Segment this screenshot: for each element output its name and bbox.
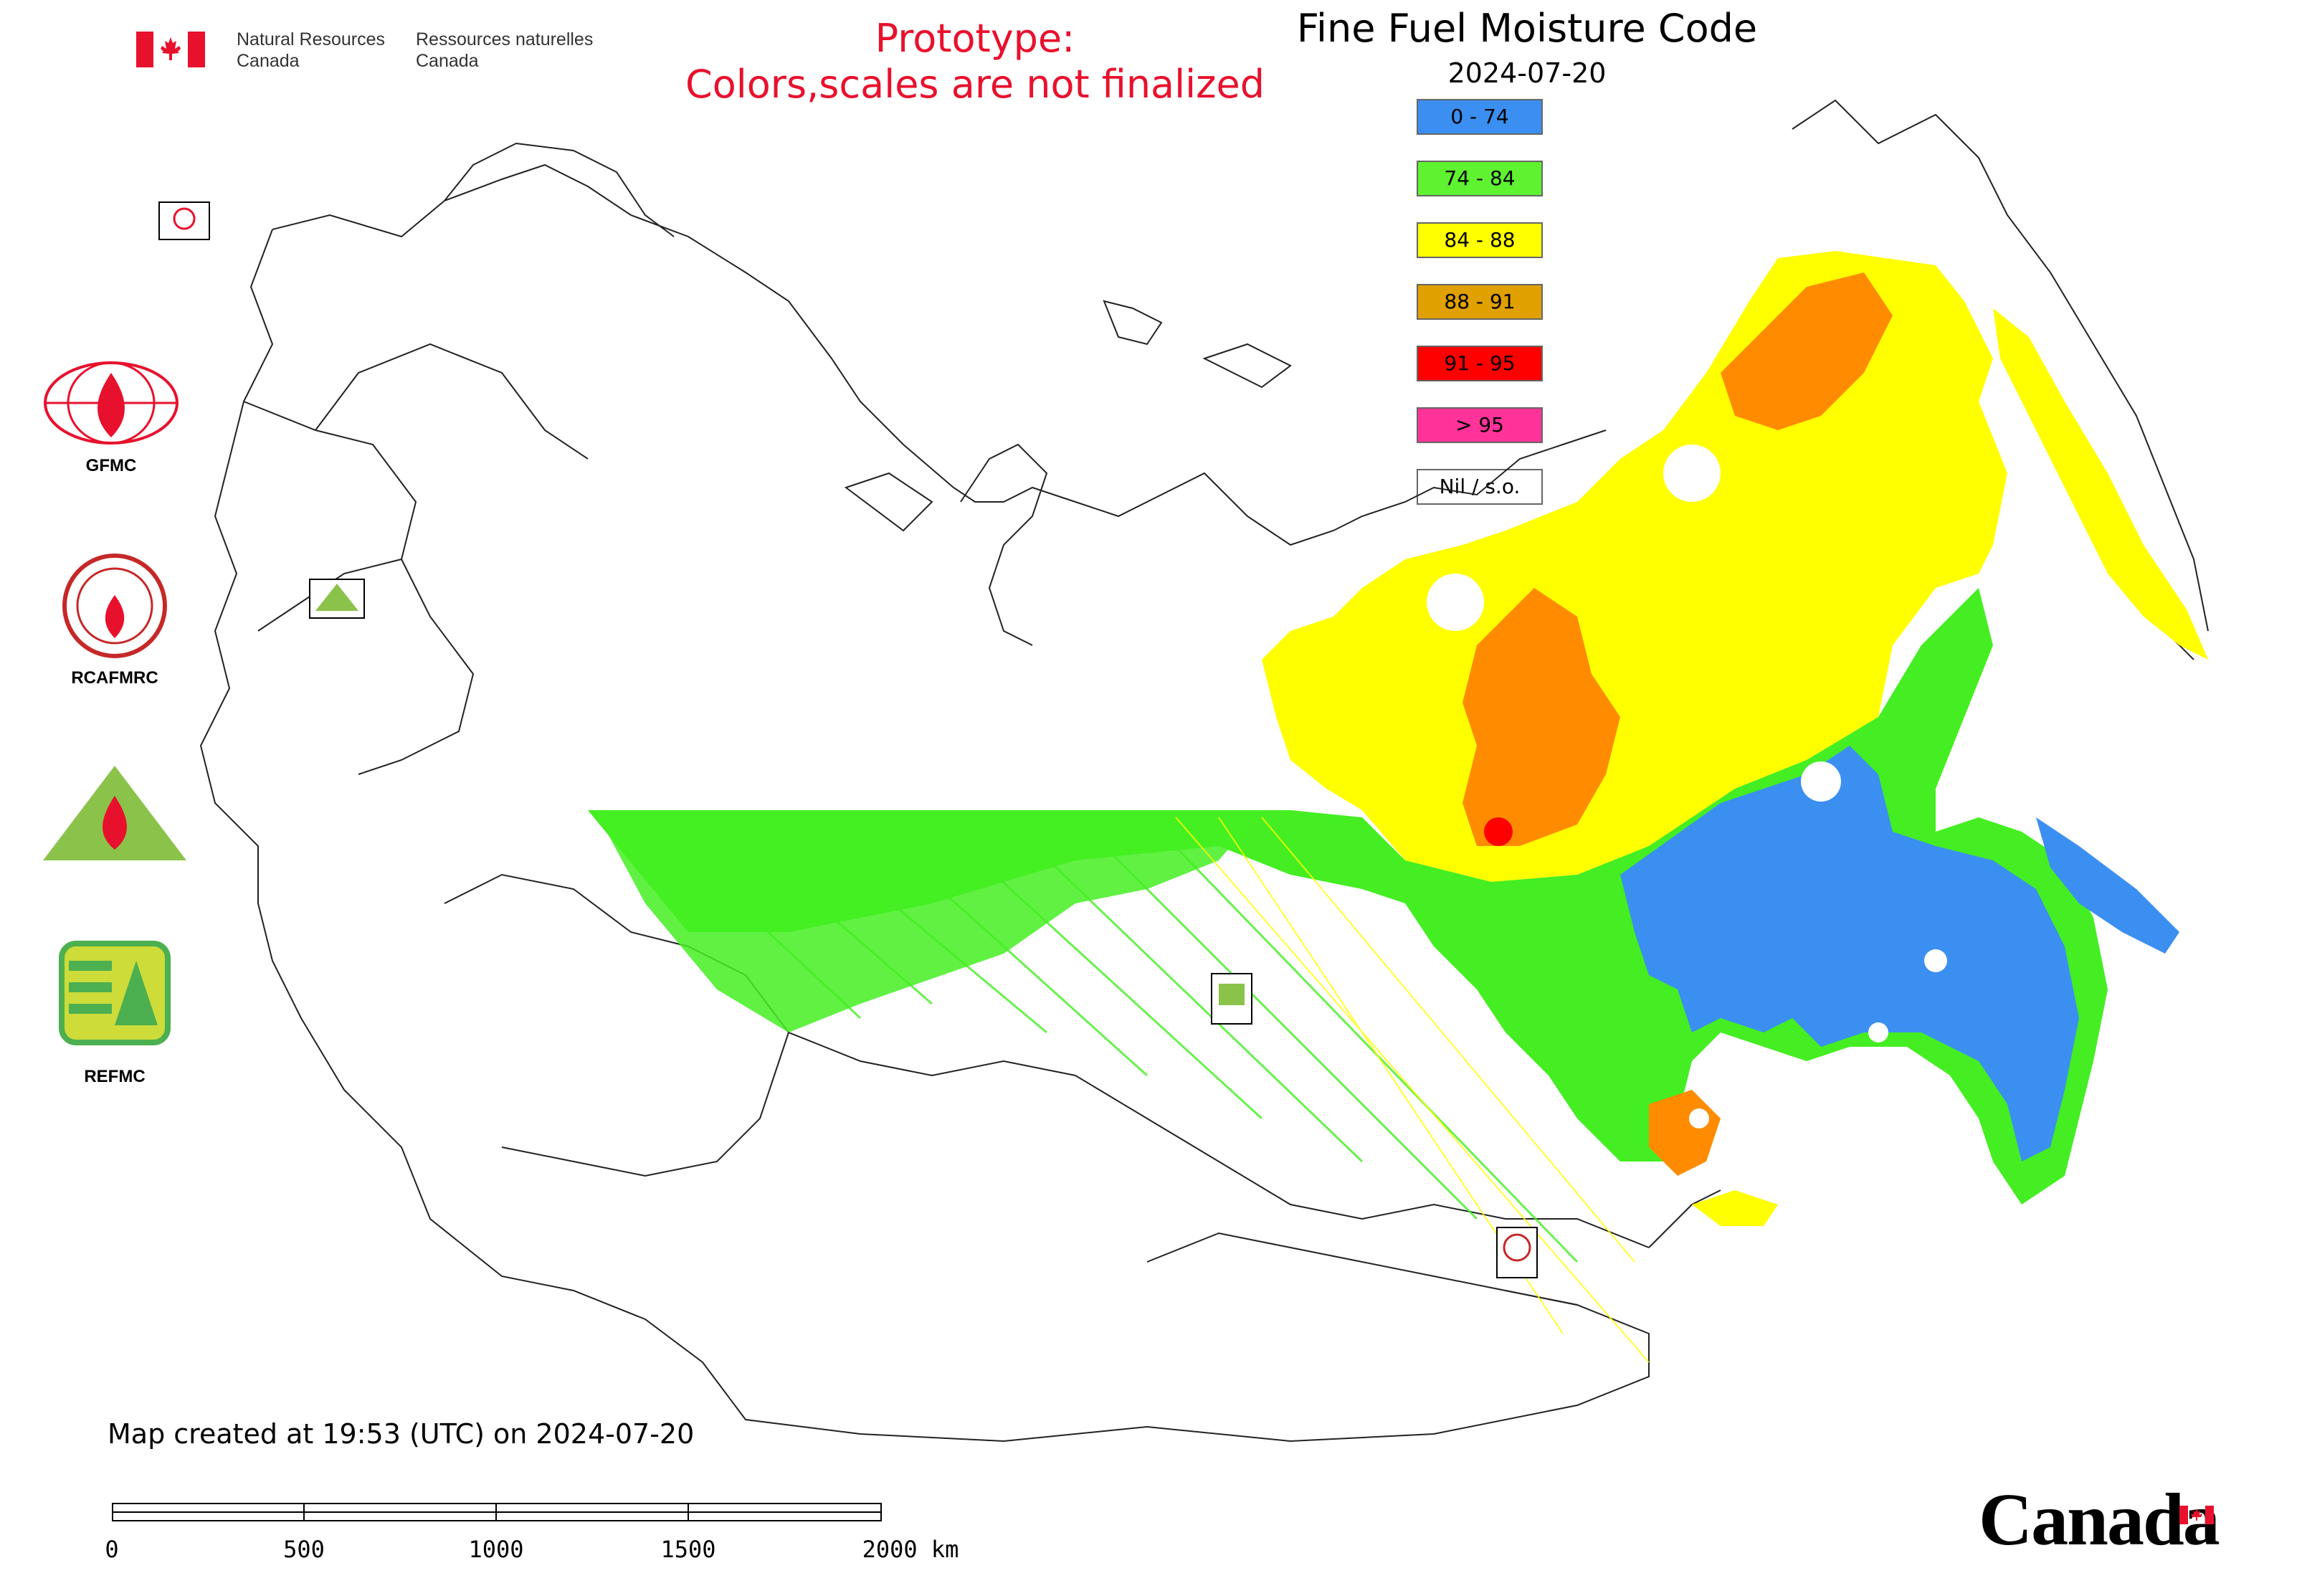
ffmc-nil-area [1663, 445, 1721, 502]
legend-label: 91 - 95 [1444, 351, 1516, 375]
org-logo-refmc: REFMC [50, 939, 194, 1090]
ffmc-nil-area [1689, 1108, 1709, 1129]
org-label-gfmc: GFMC [85, 456, 137, 475]
rcafmrc-map-marker-mark [1503, 1233, 1531, 1262]
prototype-note-line2: Colors,scales are not finalized [685, 62, 1265, 107]
ffmc-zone-88-91-south [1649, 1090, 1721, 1176]
government-signature: Natural Resources Canada Ressources natu… [136, 29, 609, 79]
rcafmrc-logo-icon [62, 554, 167, 658]
ffmc-zone-84-88-islands [1692, 1190, 1778, 1226]
government-en-line2: Canada [237, 51, 300, 71]
legend-item-2: 84 - 88 [1417, 222, 1543, 258]
legend-item-3: 88 - 91 [1417, 284, 1543, 320]
scale-tick-0: 0 [105, 1536, 119, 1563]
government-fr-line1: Ressources naturelles [416, 29, 594, 49]
scale-bar-graphic [112, 1503, 882, 1521]
org-label-refmc: REFMC [84, 1067, 146, 1086]
refmc-logo-icon [59, 941, 171, 1045]
legend-label: 74 - 84 [1444, 166, 1516, 190]
org-logo-gfmc: GFMC [39, 358, 183, 475]
reefmc-logo-icon [43, 766, 186, 860]
legend-item-0: 0 - 74 [1417, 99, 1543, 135]
prototype-note: Prototype: Colors,scales are not finaliz… [660, 16, 1290, 108]
gfmc-logo-icon [44, 361, 179, 445]
org-logo-reefmc [36, 760, 194, 875]
ffmc-zone-kamchatka [1993, 308, 2208, 660]
refmc-map-marker-mark [1219, 984, 1245, 1005]
map-date: 2024-07-20 [1447, 57, 1607, 89]
scale-tick-1500: 1500 [660, 1536, 716, 1563]
ffmc-zone-88-91-north [1721, 272, 1893, 430]
org-label-rcafmrc: RCAFMRC [71, 668, 158, 688]
canada-flag-icon [136, 32, 205, 67]
map-title: Fine Fuel Moisture Code [1296, 6, 1758, 51]
map-created-note: Map created at 19:53 (UTC) on 2024-07-20 [108, 1418, 695, 1450]
ffmc-nil-area [1427, 574, 1484, 631]
canada-wordmark-flag-icon [2179, 1506, 2214, 1524]
legend-label: > 95 [1455, 413, 1504, 437]
legend-item-1: 74 - 84 [1417, 161, 1543, 196]
reefmc-map-marker-mark [315, 584, 358, 611]
legend-item-6: Nil / s.o. [1417, 469, 1543, 505]
rcafmrc-map-marker [1496, 1227, 1538, 1278]
ffmc-raster [588, 251, 2208, 1363]
legend-label: Nil / s.o. [1439, 475, 1521, 498]
scale-tick-2000: 2000 km [862, 1536, 959, 1563]
legend-item-5: > 95 [1417, 407, 1543, 443]
scale-tick-500: 500 [283, 1536, 325, 1563]
scale-tick-1000: 1000 [468, 1536, 524, 1563]
government-en-line1: Natural Resources [237, 29, 386, 49]
ffmc-nil-area [1801, 761, 1841, 802]
legend-label: 88 - 91 [1444, 290, 1516, 313]
ffmc-streak-area [595, 810, 1262, 1032]
government-fr-line2: Canada [416, 51, 479, 71]
ffmc-zone-0-74 [1620, 746, 2079, 1162]
scale-bar [112, 1503, 882, 1521]
ffmc-streak-lines [644, 816, 1579, 1263]
gfmc-map-marker-mark [173, 207, 196, 230]
country-borders [199, 99, 2209, 1443]
legend-item-4: 91 - 95 [1417, 346, 1543, 381]
ffmc-nil-area [1868, 1022, 1888, 1042]
ffmc-zone-88-91 [1462, 588, 1620, 846]
legend-label: 84 - 88 [1444, 228, 1516, 252]
prototype-note-line1: Prototype: [875, 16, 1075, 61]
ffmc-zone-sakhalin [2036, 817, 2179, 954]
ffmc-zone-91-95 [1484, 817, 1513, 846]
ffmc-nil-area [1924, 949, 1947, 972]
legend-label: 0 - 74 [1450, 105, 1509, 128]
org-logo-rcafmrc: RCAFMRC [39, 552, 183, 695]
